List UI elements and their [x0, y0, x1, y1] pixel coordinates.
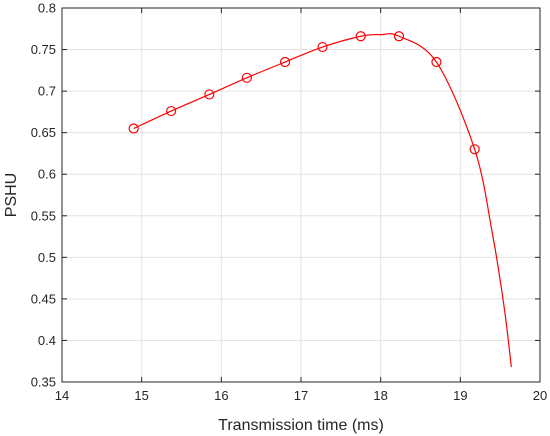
y-tick-label: 0.45	[31, 291, 56, 306]
y-tick-label: 0.8	[38, 1, 56, 16]
data-point-marker	[204, 89, 215, 100]
x-tick-label: 19	[453, 388, 467, 403]
data-point-marker	[317, 41, 328, 53]
y-tick-label: 0.4	[38, 333, 56, 348]
x-tick-label: 14	[55, 388, 69, 403]
x-axis-label: Transmission time (ms)	[218, 417, 384, 434]
data-point-marker	[469, 144, 480, 155]
data-point-marker	[355, 31, 366, 42]
x-tick-label: 17	[294, 388, 308, 403]
data-point-marker	[128, 123, 139, 134]
x-tick-label: 18	[373, 388, 387, 403]
data-point-marker	[393, 31, 405, 42]
y-tick-label: 0.65	[31, 125, 56, 140]
y-tick-label: 0.75	[31, 42, 56, 57]
series	[128, 31, 512, 368]
axis-ticks: 14 15 16 17 18 19 20 0.35 0.4 0.45 0.5 0.55 0.6 0.65 0…	[31, 1, 548, 404]
y-tick-label: 0.35	[31, 375, 56, 390]
y-tick-label: 0.6	[38, 167, 56, 182]
fitted-curve	[133, 33, 512, 368]
y-tick-label: 0.7	[38, 84, 56, 99]
y-tick-label: 0.5	[38, 250, 56, 265]
data-point-marker	[241, 72, 252, 83]
x-tick-label: 15	[134, 388, 148, 403]
data-point-marker	[166, 105, 177, 117]
x-tick-label: 20	[533, 388, 547, 403]
data-point-marker	[279, 56, 291, 68]
grid	[61, 7, 541, 383]
x-tick-label: 16	[214, 388, 228, 403]
y-tick-label: 0.55	[31, 208, 56, 223]
y-axis-label: PSHU	[3, 173, 20, 217]
data-point-marker	[431, 56, 442, 68]
